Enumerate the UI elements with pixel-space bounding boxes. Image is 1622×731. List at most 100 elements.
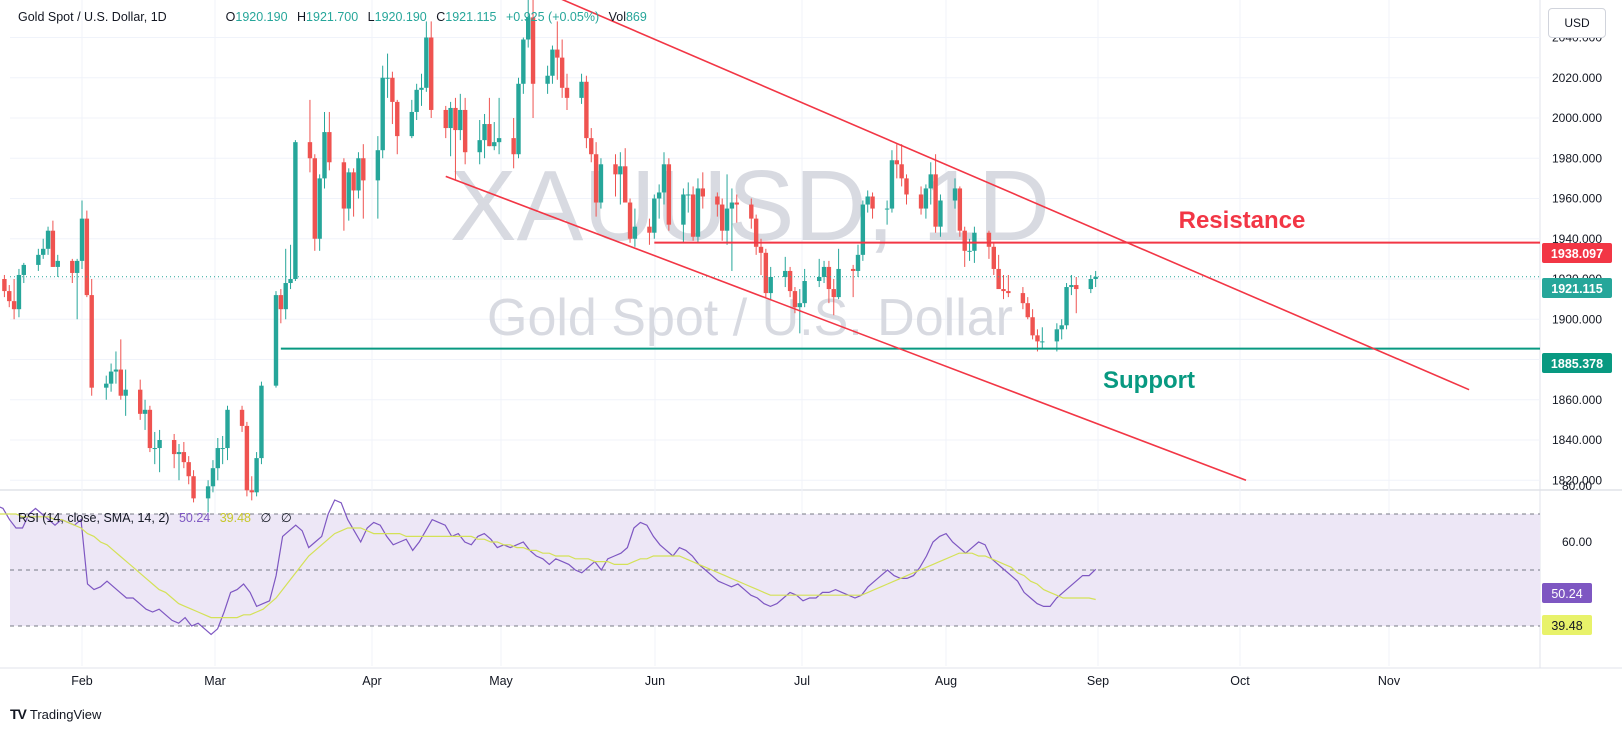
candle-body (84, 218, 90, 296)
rsi-band (10, 514, 1540, 626)
price-tick-label: 2020.000 (1552, 71, 1602, 85)
candle-body (564, 87, 570, 98)
candle (225, 405, 230, 461)
candle-body (249, 490, 254, 493)
candle-body (855, 254, 861, 271)
candle (589, 128, 594, 163)
candle-body (341, 162, 347, 209)
rsi-value-axis: 50.24 (1551, 587, 1582, 601)
candle (220, 435, 225, 465)
low-value: 1920.190 (374, 10, 427, 24)
candle (826, 260, 832, 304)
candle (293, 140, 298, 282)
candle (904, 174, 909, 205)
candle (317, 174, 322, 251)
candle-body (836, 268, 841, 298)
candle-body (555, 49, 560, 58)
tradingview-logo[interactable]: TV TradingView (10, 706, 101, 722)
candle-body (1035, 335, 1040, 342)
candle-body (787, 270, 793, 292)
candle-body (758, 246, 764, 253)
candle (55, 254, 60, 277)
candle-body (521, 39, 526, 84)
candle-body (1001, 289, 1006, 292)
close-label: C (436, 10, 446, 24)
candle-body (802, 281, 807, 304)
support-label: Support (1103, 367, 1195, 394)
candle-body (792, 291, 798, 308)
candle-body (957, 188, 963, 231)
candle (1001, 274, 1006, 300)
candle (938, 194, 943, 237)
candle-body (283, 283, 288, 310)
candle-body (652, 198, 657, 233)
candle-body (181, 452, 187, 463)
candle (395, 99, 400, 155)
price-tick-label: 1980.000 (1552, 151, 1602, 165)
candle (831, 279, 836, 316)
time-tick-label: Nov (1378, 674, 1401, 688)
candle-body (1040, 341, 1045, 343)
candle-body (74, 260, 80, 273)
candle (108, 363, 114, 392)
candle (273, 291, 279, 388)
candle (186, 456, 191, 485)
candle-body (278, 295, 284, 310)
symbol-name[interactable]: Gold Spot / U.S. Dollar, 1D (18, 10, 167, 24)
candle (627, 198, 633, 243)
candle (647, 218, 652, 245)
support-price: 1885.378 (1551, 357, 1603, 371)
candle-body (550, 49, 555, 76)
candle-body (293, 142, 298, 279)
candle (802, 268, 807, 308)
candle-body (273, 295, 279, 386)
candle-body (559, 57, 565, 88)
candle (239, 405, 245, 432)
candle (734, 194, 739, 223)
candle-body (205, 486, 211, 499)
candle (511, 118, 516, 169)
candle (41, 238, 46, 259)
candle (16, 268, 22, 318)
candle-body (661, 164, 667, 193)
rsi-ma-value-axis: 39.48 (1551, 619, 1582, 633)
watermark-name: Gold Spot / U.S. Dollar (487, 289, 1013, 347)
candle-body (50, 230, 56, 267)
candle-body (395, 101, 400, 137)
candle (850, 264, 856, 298)
candle-body (220, 448, 225, 450)
candle (138, 379, 143, 420)
price-tick-label: 1940.000 (1552, 232, 1602, 246)
time-tick-label: Mar (204, 674, 226, 688)
candle (720, 198, 725, 241)
candle-body (11, 301, 17, 310)
rsi-ma-line (0, 513, 1096, 619)
candle (312, 154, 317, 251)
currency-button[interactable]: USD (1548, 8, 1606, 38)
tradingview-text: TradingView (29, 706, 102, 722)
candle (89, 279, 94, 396)
candle (1020, 287, 1026, 310)
time-tick-label: Jun (645, 674, 665, 688)
candle (1064, 283, 1069, 330)
candle (884, 200, 890, 225)
candle (327, 111, 332, 171)
candle-body (244, 425, 250, 491)
candle-body (1069, 285, 1074, 288)
candle-body (986, 232, 992, 247)
candle-body (598, 164, 604, 203)
candle-body (666, 164, 672, 225)
channel-trendline (561, 0, 1470, 391)
candle-body (288, 279, 293, 284)
candle (855, 244, 861, 277)
candle (79, 200, 85, 269)
candle-body (419, 87, 424, 90)
candle-body (118, 369, 123, 396)
candle-body (889, 160, 895, 209)
candle (191, 470, 196, 503)
candle (152, 431, 157, 465)
rsi-label[interactable]: RSI (14, close, SMA, 14, 2) (18, 511, 170, 525)
candle-body (734, 202, 739, 205)
candle (618, 152, 623, 205)
